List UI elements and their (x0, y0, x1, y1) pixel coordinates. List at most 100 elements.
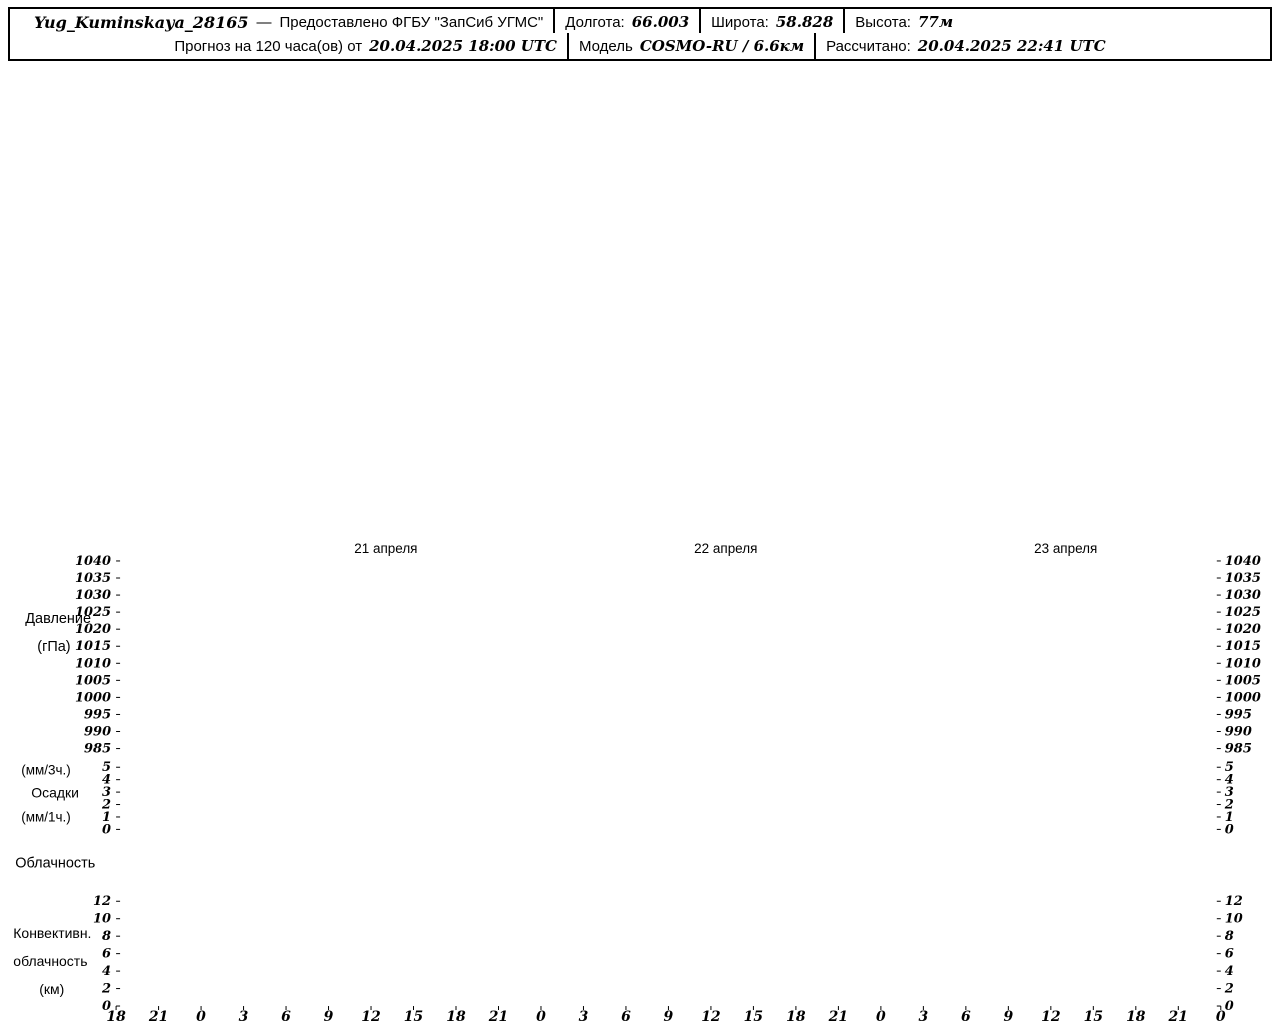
axis-label: 990 (1225, 725, 1252, 740)
axis-label: 1035 (1225, 571, 1261, 586)
axis-label: 2 (101, 798, 111, 813)
provider-text: Предоставлено ФГБУ "ЗапСиб УГМС" (279, 13, 544, 31)
axis-label: 12 (1041, 1009, 1061, 1022)
axis-label: 0 (196, 1009, 206, 1022)
precip-title-3h: (мм/3ч.) (21, 763, 70, 778)
axis-label: 1020 (75, 622, 111, 637)
axis-label: 9 (664, 1009, 674, 1022)
altitude-label: Высота: (855, 13, 911, 31)
model-segment: Модель COSMO-RU / 6.6км (566, 33, 814, 59)
longitude-segment: Долгота: 66.003 (553, 9, 699, 35)
axis-label: 15 (404, 1009, 423, 1022)
axis-label: 4 (102, 964, 111, 979)
header-row-2: Прогноз на 120 часа(ов) от 20.04.2025 18… (8, 33, 1272, 61)
axis-label: 0 (876, 1009, 886, 1022)
header-row-1: Yug_Kuminskaya_28165 — Предоставлено ФГБ… (8, 7, 1272, 37)
axis-label: 1000 (1225, 690, 1261, 705)
forecast-time: 20.04.2025 18:00 UTC (369, 37, 557, 55)
latitude-label: Широта: (711, 13, 769, 31)
axis-label: 18 (446, 1009, 466, 1022)
axis-label: 1040 (1225, 554, 1261, 569)
pressure-panel-units: (гПа) (37, 639, 70, 655)
axis-label: 0 (1225, 999, 1234, 1014)
forecast-label: Прогноз на 120 часа(ов) от (174, 37, 363, 55)
axis-label: 1010 (75, 656, 111, 671)
axis-label: 1 (102, 810, 111, 825)
header-dash: — (256, 13, 272, 31)
axis-label: 1005 (1225, 673, 1261, 688)
model-value: COSMO-RU / 6.6км (639, 37, 805, 55)
calculated-segment: Рассчитано: 20.04.2025 22:41 UTC (814, 33, 1116, 59)
axis-label: 1015 (75, 639, 111, 654)
axis-label: 1030 (75, 588, 111, 603)
date-label: 21 апреля (354, 541, 417, 556)
axis-label: 990 (84, 725, 111, 740)
axis-label: 6 (621, 1009, 631, 1022)
axis-label: 15 (744, 1009, 763, 1022)
axis-label: 0 (102, 822, 111, 837)
forecast-segment: Прогноз на 120 часа(ов) от 20.04.2025 18… (164, 33, 567, 59)
axis-label: 12 (701, 1009, 721, 1022)
header-station-segment: Yug_Kuminskaya_28165 — Предоставлено ФГБ… (24, 9, 553, 35)
axis-label: 21 (828, 1009, 848, 1022)
axis-label: 21 (1168, 1009, 1188, 1022)
axis-label: 3 (102, 785, 111, 800)
pressure-panel-title: Давление (25, 611, 91, 627)
axis-label: 18 (786, 1009, 806, 1022)
axis-label: 1015 (1225, 639, 1261, 654)
axis-label: 6 (281, 1009, 291, 1022)
axis-label: 3 (1225, 785, 1234, 800)
date-label: 23 апреля (1034, 541, 1097, 556)
latitude-segment: Широта: 58.828 (699, 9, 843, 35)
axis-label: 1035 (75, 571, 111, 586)
axis-label: 1040 (75, 554, 111, 569)
axis-label: 995 (1225, 707, 1252, 722)
axis-label: 12 (93, 894, 111, 909)
axis-label: 0 (1225, 822, 1234, 837)
latitude-value: 58.828 (775, 13, 834, 31)
cloudiness-panel-title: Облачность (15, 855, 95, 871)
convective-title-2: облачность (13, 953, 87, 969)
axis-label: 4 (1225, 773, 1234, 788)
axis-label: 3 (239, 1009, 249, 1022)
axis-label: 15 (1084, 1009, 1103, 1022)
axis-label: 985 (84, 742, 111, 757)
axis-label: 2 (1224, 982, 1234, 997)
axis-label: 0 (1216, 1009, 1226, 1022)
axis-label: 1030 (1225, 588, 1261, 603)
axis-label: 1000 (75, 690, 111, 705)
axis-label: 18 (1126, 1009, 1146, 1022)
axis-label: 10 (93, 912, 111, 927)
axis-label: 6 (1225, 947, 1234, 962)
model-label: Модель (578, 37, 633, 55)
longitude-label: Долгота: (565, 13, 625, 31)
precip-title-1h: (мм/1ч.) (21, 809, 70, 824)
axis-label: 5 (102, 760, 111, 775)
axis-label: 21 (488, 1009, 508, 1022)
axis-label: 1010 (1225, 656, 1261, 671)
precip-title: Осадки (31, 784, 79, 800)
axis-label: 0 (102, 999, 111, 1014)
axis-label: 12 (361, 1009, 381, 1022)
axis-label: 3 (919, 1009, 929, 1022)
altitude-segment: Высота: 77м (843, 9, 963, 35)
axis-label: 3 (579, 1009, 589, 1022)
date-label: 22 апреля (694, 541, 757, 556)
station-name: Yug_Kuminskaya_28165 (34, 12, 249, 32)
axis-label: 985 (1225, 742, 1252, 757)
axis-label: 1025 (1225, 605, 1261, 620)
axis-label: 1025 (75, 605, 111, 620)
axis-label: 4 (1225, 964, 1234, 979)
axis-label: 21 (148, 1009, 168, 1022)
axis-label: 8 (1225, 929, 1234, 944)
calculated-time: 20.04.2025 22:41 UTC (917, 37, 1106, 55)
axis-label: 8 (102, 929, 111, 944)
axis-label: 2 (1224, 798, 1234, 813)
axis-label: 9 (324, 1009, 334, 1022)
axis-label: 6 (102, 947, 111, 962)
axis-label: 2 (101, 982, 111, 997)
axis-label: 9 (1003, 1009, 1013, 1022)
axis-label: 6 (961, 1009, 971, 1022)
axis-label: 10 (1225, 912, 1243, 927)
